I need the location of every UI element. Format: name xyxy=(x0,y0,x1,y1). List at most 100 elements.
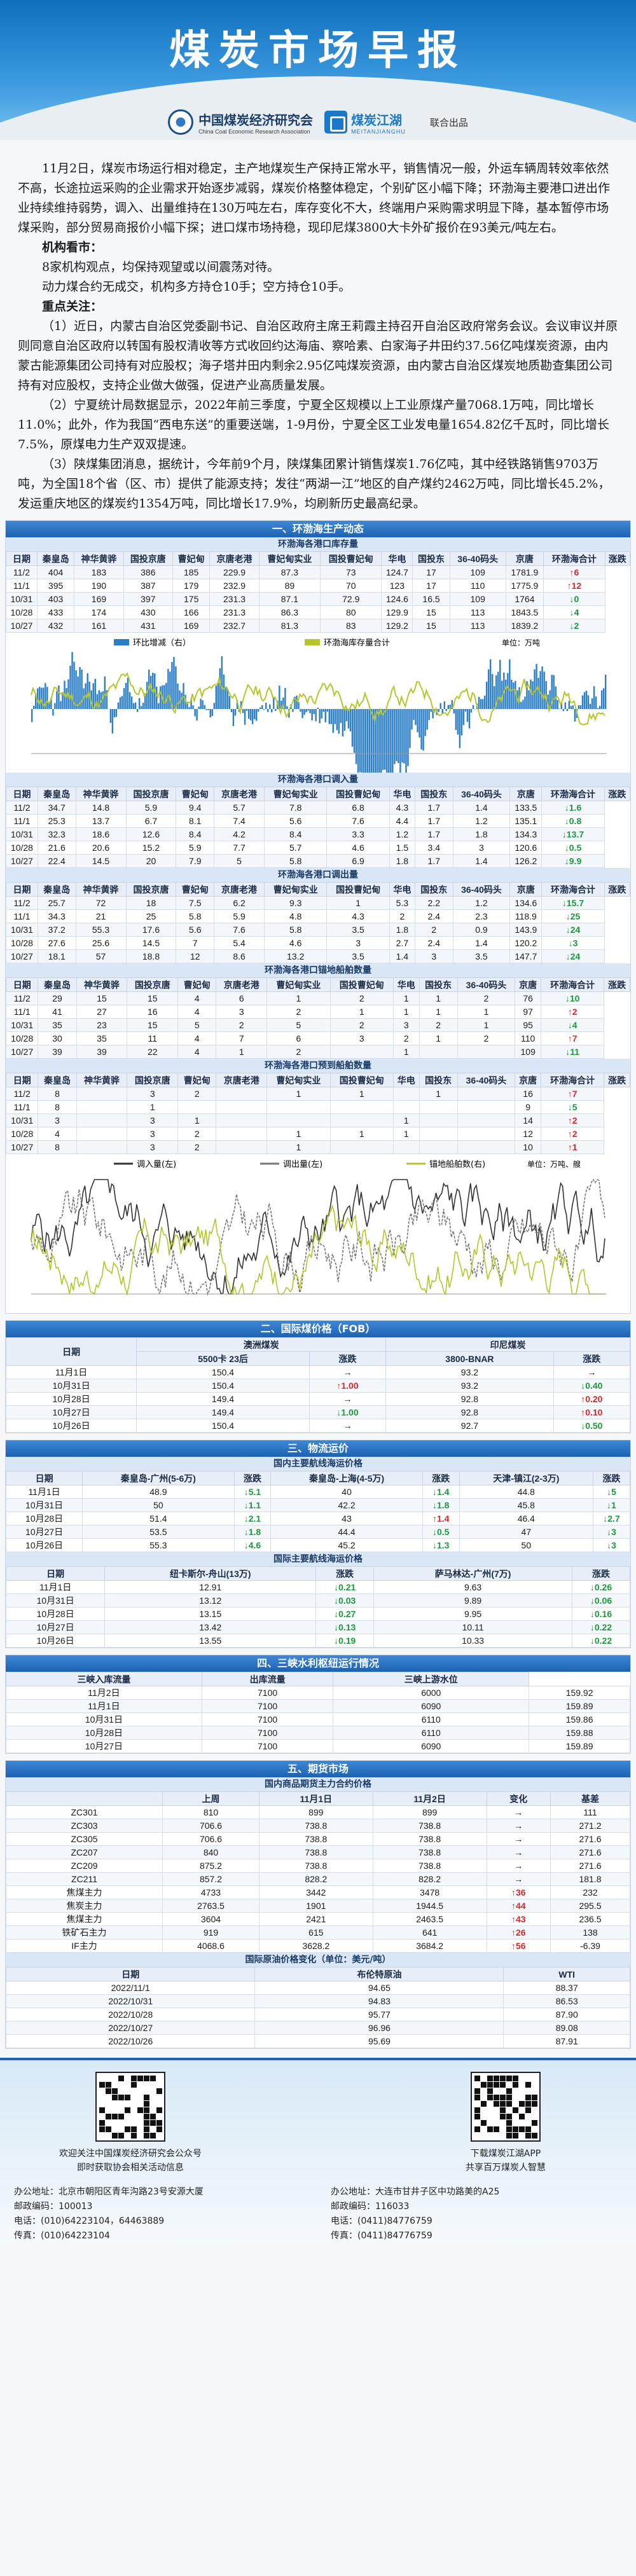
change-bar xyxy=(347,709,350,729)
table-cell: 1 xyxy=(418,1087,458,1101)
table-cell: ↑12 xyxy=(543,579,605,593)
table-cell: 25.7 xyxy=(37,896,76,910)
legend-label: 锚地船舶数(右) xyxy=(429,1159,485,1169)
col-header: 涨跌 xyxy=(422,1471,460,1485)
change-bar xyxy=(424,709,426,736)
table-cell: 9 xyxy=(515,1100,541,1114)
table-cell xyxy=(457,1045,516,1059)
report-body: 11月2日，煤炭市场运行相对稳定，主产地煤炭生产保持正常水平，销售情况一般，外运… xyxy=(0,140,636,520)
table-row: 2022/10/28 95.77 87.90 xyxy=(5,2008,630,2022)
change-bar xyxy=(574,709,576,722)
table-cell: 113 xyxy=(449,619,506,633)
table-cell: 10 xyxy=(515,1140,541,1154)
table-row: ZC305 706.6 738.8 738.8 → 271.6 xyxy=(5,1832,630,1846)
table-cell: 10月31日 xyxy=(5,1594,106,1608)
change-bar xyxy=(179,690,181,709)
table-cell: 4.6 xyxy=(326,841,390,855)
views-heading: 机构看市： xyxy=(42,240,103,254)
change-bar xyxy=(280,701,282,709)
table-cell: 焦炭主力 xyxy=(5,1899,163,1913)
section-futures: 五、期货市场 国内商品期货主力合约价格 上周 11月1日 11月2日 变化 基差 ZC3… xyxy=(5,1760,631,2049)
table-cell: 6.9 xyxy=(326,854,390,868)
table-row: 10月26日 13.55 ↓0.19 10.33 ↓0.22 xyxy=(5,1634,631,1648)
table-cell: 828.2 xyxy=(372,1872,487,1886)
table-cell: ↓1.00 xyxy=(308,1405,387,1419)
change-bar xyxy=(466,709,469,722)
col-header: 日期 xyxy=(5,1073,39,1087)
change-bar xyxy=(251,709,254,724)
news-heading: 重点关注： xyxy=(42,300,103,313)
table-cell: 11/2 xyxy=(6,801,38,815)
change-bar xyxy=(213,703,215,709)
table-cell: 12.6 xyxy=(125,827,177,841)
section-intl-price: 二、国际煤价格（FOB） 日期 澳洲煤炭 印尼煤炭 5500卡 23后 涨跌 3800-… xyxy=(5,1320,631,1433)
change-bar xyxy=(71,652,73,709)
intro-paragraph: 11月2日，煤炭市场运行相对稳定，主产地煤炭生产保持正常水平，销售情况一般，外运… xyxy=(18,162,611,235)
change-bar xyxy=(37,688,39,709)
change-bar xyxy=(396,709,398,761)
change-bar xyxy=(146,682,148,709)
table-cell: 11月1日 xyxy=(5,1580,106,1594)
table-cell: 50 xyxy=(82,1498,235,1512)
change-bar xyxy=(282,698,284,709)
table-cell: 7100 xyxy=(201,1739,334,1753)
table-cell: 129.2 xyxy=(381,619,413,633)
table-cell: 焦煤主力 xyxy=(5,1885,163,1899)
table-cell: 404 xyxy=(36,565,75,579)
table-cell: 12.91 xyxy=(104,1580,317,1594)
table-row: 2022/10/27 96.96 89.08 xyxy=(5,2021,630,2035)
table-cell: ↓0.06 xyxy=(571,1594,631,1608)
table-cell: 1 xyxy=(177,1113,217,1127)
change-bar xyxy=(35,694,37,709)
table-cell: 92.8 xyxy=(385,1405,554,1419)
news-item: （1）近日，内蒙古自治区党委副书记、自治区政府主席王莉霞主持召开自治区政府常务会… xyxy=(18,319,618,392)
table-cell: 35 xyxy=(76,1031,128,1045)
change-bar xyxy=(524,696,526,709)
table-cell: 0.9 xyxy=(452,923,511,937)
table-cell: 15 xyxy=(76,991,128,1005)
change-bar xyxy=(553,675,555,709)
col-header: 国投曹妃甸 xyxy=(329,977,394,992)
table-title: 国际主要航线海运价格 xyxy=(6,1552,630,1566)
change-bar xyxy=(134,702,137,709)
table-cell: 3478 xyxy=(372,1885,487,1899)
table-cell: 3628.2 xyxy=(258,1939,373,1953)
col-header: 36-40码头 xyxy=(452,787,511,801)
table-cell: 175 xyxy=(172,592,211,606)
table-cell: 22.4 xyxy=(37,854,76,868)
change-bar xyxy=(551,675,553,709)
table-cell: 51.4 xyxy=(82,1512,235,1526)
change-bar xyxy=(407,709,409,766)
table-cell: 1 xyxy=(329,1127,394,1141)
col-header: 国投京唐 xyxy=(125,882,177,897)
table-cell: 10/28 xyxy=(6,841,38,855)
change-bar xyxy=(183,683,184,709)
col-header: 华电 xyxy=(392,977,420,992)
table-cell: 16 xyxy=(515,1087,541,1101)
change-bar xyxy=(257,709,259,712)
table-cell: 123 xyxy=(381,579,413,593)
table-cell: 738.8 xyxy=(258,1845,373,1859)
col-header: 国投曹妃甸 xyxy=(320,551,382,566)
table-cell: 17.6 xyxy=(125,923,177,937)
table-row: 11月2日 7100 6000 159.92 xyxy=(6,1686,630,1700)
table-cell: 738.8 xyxy=(372,1819,487,1833)
change-bar xyxy=(382,709,384,770)
table-row: IF主力 4068.6 3628.2 3684.2 ↑56 -6.39 xyxy=(5,1939,630,1953)
table-cell: 1944.5 xyxy=(372,1899,487,1913)
table-row: 10月27日 53.5 ↓1.8 44.4 ↓0.5 47 ↓3 xyxy=(5,1525,630,1539)
change-bar xyxy=(305,709,307,713)
col-header: 国投东 xyxy=(412,551,450,566)
table-cell: 1 xyxy=(418,1031,458,1045)
table-cell: ↓3 xyxy=(541,936,605,950)
ccera-logo: 中国煤炭经济研究会 China Coal Economic Research A… xyxy=(168,109,313,135)
joint-label: 联合出品 xyxy=(429,117,468,128)
table-cell xyxy=(457,1087,516,1101)
change-bar xyxy=(298,702,300,709)
col-header: 秦皇岛 xyxy=(37,882,76,897)
table-cell: 3 xyxy=(329,1031,394,1045)
col-header: 神华黄骅 xyxy=(75,787,127,801)
table-cell: → xyxy=(486,1819,551,1833)
col-header: 国投京唐 xyxy=(127,1073,179,1087)
table-row: 焦煤主力 3604 2421 2463.5 ↑43 236.5 xyxy=(5,1912,630,1926)
